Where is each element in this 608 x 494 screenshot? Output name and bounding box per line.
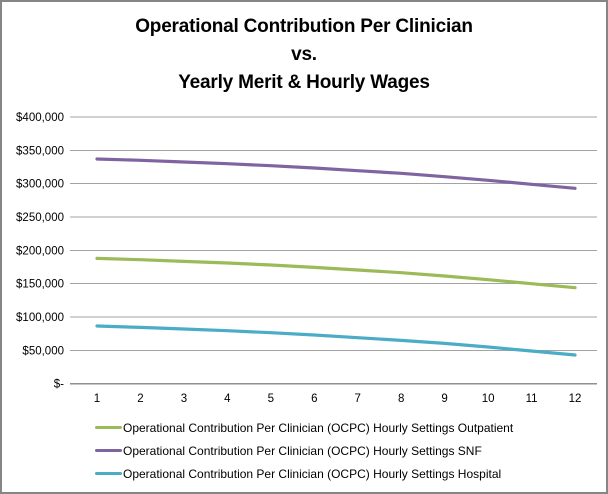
y-axis-tick-label: $100,000 — [16, 312, 64, 324]
y-axis-tick-label: $300,000 — [16, 179, 64, 191]
x-axis-tick-label: 9 — [441, 393, 447, 405]
y-axis-tick-label: $200,000 — [16, 245, 64, 257]
legend-line-swatch-hospital — [95, 471, 122, 476]
legend-item-snf: Operational Contribution Per Clinician (… — [95, 439, 513, 462]
legend-label-snf: Operational Contribution Per Clinician (… — [123, 443, 482, 458]
series-line-snf — [95, 157, 577, 190]
x-axis-tick-label: 3 — [181, 393, 187, 405]
chart-title: Operational Contribution Per Clinician v… — [2, 13, 606, 97]
y-axis-tick-label: $150,000 — [16, 279, 64, 291]
x-axis-tick-label: 5 — [268, 393, 274, 405]
legend-item-hospital: Operational Contribution Per Clinician (… — [95, 462, 513, 485]
y-axis-tick-label: $50,000 — [22, 345, 64, 357]
series-line-hospital — [95, 324, 577, 357]
x-axis-tick-label: 10 — [482, 393, 495, 405]
legend-line-swatch-snf — [95, 448, 122, 453]
x-axis-tick-label: 1 — [94, 393, 100, 405]
legend-line-swatch-outpatient — [95, 425, 122, 430]
y-axis-tick-label: $- — [54, 379, 64, 391]
series-line-outpatient — [95, 256, 577, 290]
x-axis-tick-label: 11 — [526, 393, 538, 405]
y-axis-tick-label: $250,000 — [16, 212, 64, 224]
x-axis-tick-label: 8 — [398, 393, 404, 405]
legend-item-outpatient: Operational Contribution Per Clinician (… — [95, 416, 513, 439]
chart-title-line-1: Operational Contribution Per Clinician — [135, 16, 473, 37]
x-axis-tick-label: 2 — [137, 393, 143, 405]
legend-label-outpatient: Operational Contribution Per Clinician (… — [123, 420, 514, 435]
x-axis-tick-label: 12 — [569, 393, 582, 405]
y-axis-tick-label: $350,000 — [16, 145, 64, 157]
x-axis-tick-label: 6 — [311, 393, 317, 405]
chart-title-line-3: Yearly Merit & Hourly Wages — [178, 72, 430, 93]
y-axis-tick-label: $400,000 — [16, 112, 64, 124]
x-axis-tick-label: 4 — [224, 393, 231, 405]
chart-title-line-2: vs. — [291, 44, 317, 65]
legend-label-hospital: Operational Contribution Per Clinician (… — [123, 466, 502, 481]
x-axis-tick-label: 7 — [355, 393, 361, 405]
legend: Operational Contribution Per Clinician (… — [95, 416, 513, 485]
